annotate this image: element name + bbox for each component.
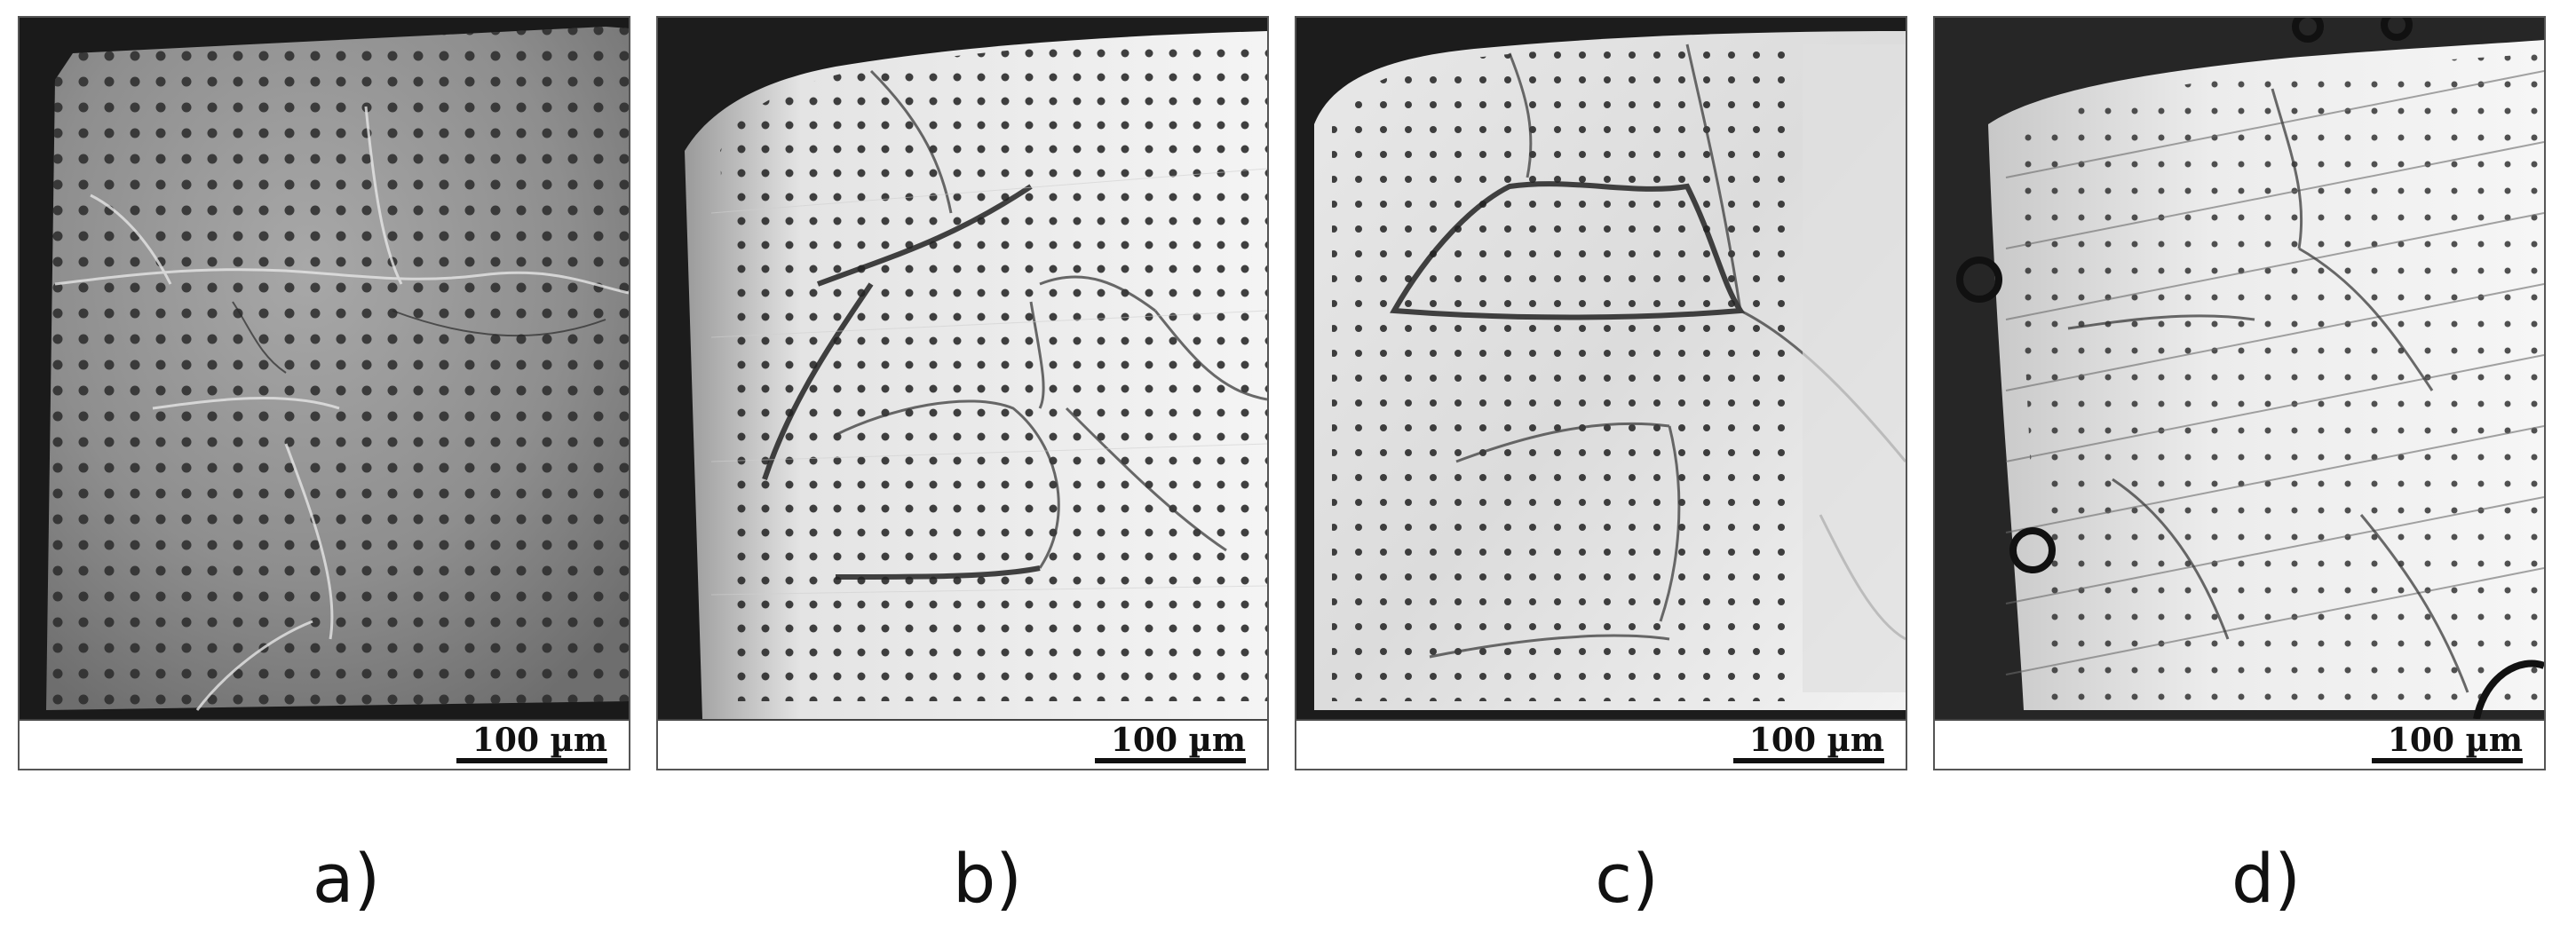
scale-label-c: 100 µm [1748, 722, 1884, 759]
panel-label-c: c) [1595, 839, 1659, 918]
sem-image-a [20, 18, 629, 719]
scale-line-d [2372, 758, 2523, 763]
sem-image-b [658, 18, 1267, 719]
scale-line-a [456, 758, 607, 763]
scale-bar-a: 100 µm [20, 719, 629, 769]
sem-image-c [1296, 18, 1906, 719]
micrograph-panel-d: 100 µm [1933, 16, 2546, 770]
panel-label-d: d) [2231, 839, 2301, 918]
scale-line-b [1095, 758, 1246, 763]
micrograph-panel-a: 100 µm [18, 16, 630, 770]
panel-label-a: a) [312, 839, 381, 918]
scale-label-b: 100 µm [1110, 722, 1246, 759]
sem-image-d [1935, 18, 2544, 719]
scale-bar-d: 100 µm [1935, 719, 2544, 769]
panel-label-b: b) [953, 839, 1022, 918]
scale-bar-b: 100 µm [658, 719, 1267, 769]
scale-bar-c: 100 µm [1296, 719, 1906, 769]
scale-label-a: 100 µm [472, 722, 607, 759]
scale-line-c [1733, 758, 1884, 763]
micrograph-panel-c: 100 µm [1295, 16, 1907, 770]
scale-label-d: 100 µm [2387, 722, 2523, 759]
micrograph-panel-b: 100 µm [656, 16, 1269, 770]
